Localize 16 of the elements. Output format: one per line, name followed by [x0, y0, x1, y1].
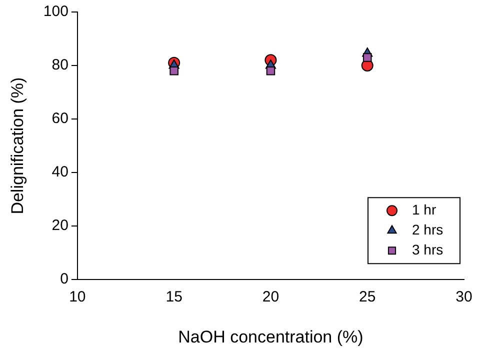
- y-tick-label: 80: [52, 56, 68, 74]
- x-axis-title: NaOH concentration (%): [178, 327, 364, 346]
- x-tick-label: 30: [456, 288, 472, 306]
- y-axis-title: Delignification (%): [8, 77, 27, 214]
- x-tick-label: 15: [166, 288, 182, 306]
- y-tick-label: 40: [52, 164, 68, 181]
- x-tick-label: 25: [359, 288, 376, 306]
- x-tick-label: 10: [69, 288, 86, 306]
- y-tick-label: 60: [52, 110, 68, 128]
- legend-label: 1 hr: [412, 201, 436, 218]
- y-tick-label: 20: [52, 217, 68, 234]
- x-tick-label: 20: [262, 288, 280, 306]
- y-tick-label: 0: [60, 270, 68, 288]
- legend-label: 3 hrs: [412, 241, 444, 258]
- y-tick-label: 100: [43, 3, 68, 20]
- legend-label: 2 hrs: [412, 221, 444, 238]
